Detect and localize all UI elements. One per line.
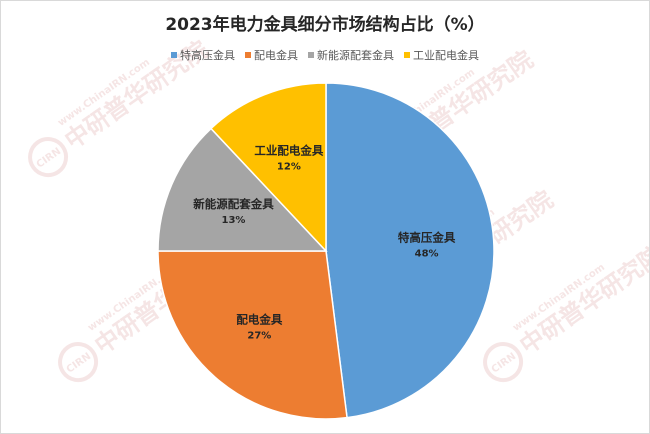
watermark-logo-ring bbox=[28, 137, 69, 178]
slice-value-label: 27% bbox=[247, 331, 271, 342]
legend-label: 配电金具 bbox=[254, 49, 298, 62]
watermark-logo: CIRN bbox=[490, 351, 519, 376]
slice-value-label: 13% bbox=[222, 215, 246, 226]
legend-swatch bbox=[404, 52, 410, 58]
slice-category-label: 工业配电金具 bbox=[254, 143, 323, 157]
legend-item: 工业配电金具 bbox=[404, 47, 479, 63]
slice-gongye bbox=[209, 82, 327, 253]
watermark-logo-ring bbox=[58, 342, 99, 383]
watermark-logo: CIRN bbox=[65, 351, 94, 376]
slice-category-label: 配电金具 bbox=[236, 313, 282, 327]
legend-swatch bbox=[171, 52, 177, 58]
slice-value-label: 12% bbox=[277, 161, 301, 172]
slice-xinnengyuan bbox=[157, 127, 328, 252]
legend-item: 配电金具 bbox=[245, 47, 298, 63]
legend-swatch bbox=[245, 52, 251, 58]
watermark-logo: CIRN bbox=[35, 146, 64, 171]
slice-category-label: 特高压金具 bbox=[398, 231, 456, 245]
legend-item: 新能源配套金具 bbox=[308, 47, 394, 63]
pie-labels: 特高压金具 48% 配电金具 27% 新能源配套金具 13% 工业配电金具 12% bbox=[193, 143, 456, 341]
watermark-logo-ring bbox=[483, 342, 524, 383]
slice-tegaoya bbox=[325, 82, 495, 419]
legend: 特高压金具 配电金具 新能源配套金具 工业配电金具 bbox=[1, 47, 649, 63]
chart-title: 2023年电力金具细分市场结构占比（%） bbox=[165, 15, 485, 35]
slice-peidian bbox=[157, 250, 348, 420]
legend-label: 工业配电金具 bbox=[413, 49, 479, 62]
slice-value-label: 48% bbox=[415, 249, 439, 260]
legend-swatch bbox=[308, 52, 314, 58]
legend-item: 特高压金具 bbox=[171, 47, 235, 63]
pie-slices bbox=[157, 82, 495, 420]
legend-label: 新能源配套金具 bbox=[317, 49, 394, 62]
legend-label: 特高压金具 bbox=[180, 49, 235, 62]
watermark-brand: 中研普华研究院 bbox=[515, 240, 650, 359]
slice-category-label: 新能源配套金具 bbox=[193, 197, 274, 211]
